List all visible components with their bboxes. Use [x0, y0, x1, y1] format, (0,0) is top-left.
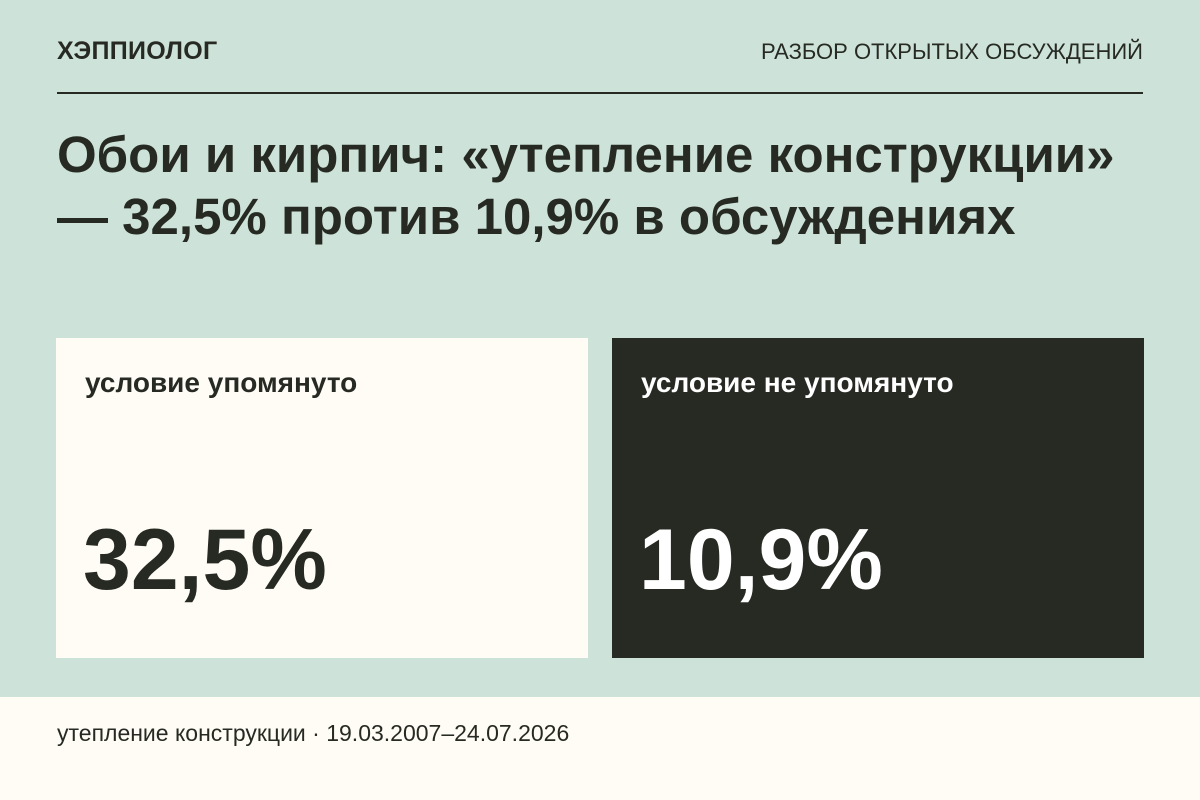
- card-mentioned: условие упомянуто 32,5%: [56, 338, 588, 658]
- card-not-mentioned: условие не упомянуто 10,9%: [612, 338, 1144, 658]
- brand-name: ХЭППИОЛОГ: [57, 37, 218, 65]
- headline: Обои и кирпич: «утепление конструкции» —…: [57, 126, 1115, 245]
- footer: утепление конструкции · 19.03.2007–24.07…: [0, 697, 1200, 800]
- footer-text: утепление конструкции · 19.03.2007–24.07…: [57, 720, 570, 746]
- header: ХЭППИОЛОГ РАЗБОР ОТКРЫТЫХ ОБСУЖДЕНИЙ: [57, 0, 1143, 94]
- card-not-mentioned-value: 10,9%: [639, 512, 883, 608]
- card-not-mentioned-label: условие не упомянуто: [641, 367, 954, 398]
- section-label: РАЗБОР ОТКРЫТЫХ ОБСУЖДЕНИЙ: [760, 39, 1143, 64]
- card-mentioned-value: 32,5%: [83, 512, 327, 608]
- card-mentioned-label: условие упомянуто: [85, 367, 358, 398]
